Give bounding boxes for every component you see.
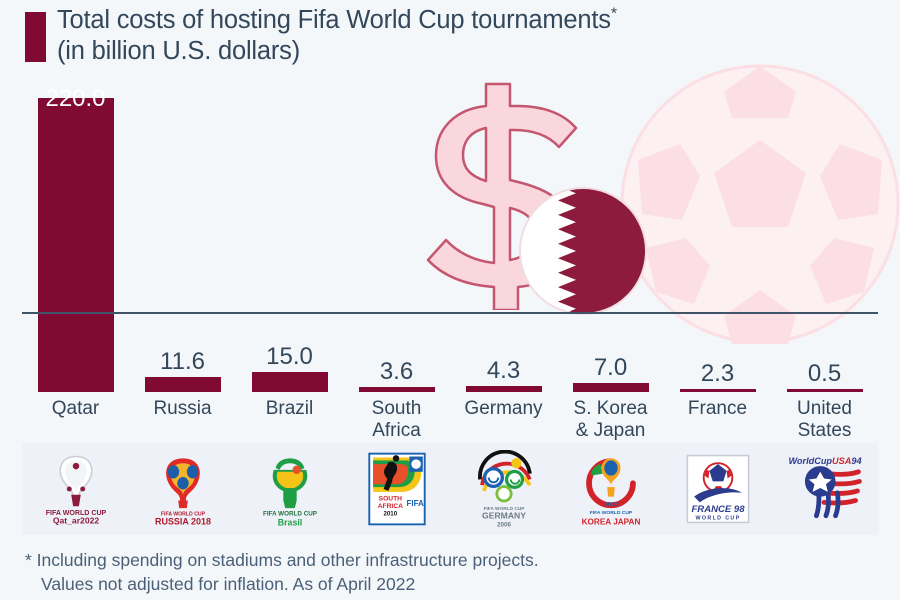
bar-rect bbox=[37, 98, 114, 392]
svg-text:Brasil: Brasil bbox=[277, 517, 301, 527]
category-label-line: United bbox=[797, 398, 852, 419]
category-label-line: Germany bbox=[464, 398, 543, 419]
bar-rect bbox=[358, 387, 435, 392]
bar-rect bbox=[572, 382, 649, 392]
bar-value-label: 15.0 bbox=[266, 342, 313, 370]
bar-value-label: 220.0 bbox=[45, 85, 106, 112]
bar-rect bbox=[251, 371, 328, 392]
svg-text:FRANCE 98: FRANCE 98 bbox=[691, 504, 745, 515]
x-axis-line bbox=[22, 312, 878, 314]
bar-column: 0.5 bbox=[771, 80, 878, 392]
logo-south-africa-2010-icon: SOUTH AFRICA 2010 FIFA bbox=[343, 443, 450, 535]
page-title: Total costs of hosting Fifa World Cup to… bbox=[57, 5, 857, 67]
svg-text:FIFA WORLD CUP: FIFA WORLD CUP bbox=[160, 512, 205, 518]
svg-text:FIFA WORLD CUP: FIFA WORLD CUP bbox=[589, 510, 632, 516]
title-main-text: Total costs of hosting Fifa World Cup to… bbox=[57, 6, 611, 34]
category-label: France bbox=[664, 398, 771, 442]
title-asterisk: * bbox=[610, 5, 617, 23]
category-label: Germany bbox=[450, 398, 557, 442]
category-label-line: South bbox=[371, 398, 422, 419]
category-label-line: Qatar bbox=[51, 398, 100, 419]
svg-text:WorldCupUSA94: WorldCupUSA94 bbox=[788, 456, 861, 466]
category-label-line: Russia bbox=[153, 398, 212, 419]
svg-text:FIFA WORLD CUP: FIFA WORLD CUP bbox=[45, 510, 106, 517]
logo-korea-japan-2002-icon: 2002 FIFA WORLD CUP KOREA JAPAN bbox=[557, 443, 664, 535]
category-label-line: France bbox=[687, 398, 748, 419]
svg-text:KOREA JAPAN: KOREA JAPAN bbox=[581, 517, 640, 526]
bar-column: 11.6 bbox=[129, 80, 236, 392]
header: Total costs of hosting Fifa World Cup to… bbox=[0, 0, 900, 80]
logo-france-1998-icon: FRANCE 98 WORLD CUP bbox=[664, 443, 771, 535]
category-label-line: States bbox=[797, 420, 852, 441]
bar-column: 7.0 bbox=[557, 80, 664, 392]
title-accent-bar bbox=[25, 12, 46, 62]
svg-text:GERMANY: GERMANY bbox=[482, 511, 526, 521]
svg-text:FIFA WORLD CUP: FIFA WORLD CUP bbox=[483, 506, 525, 512]
logo-germany-2006-icon: FIFA WORLD CUP GERMANY 2006 bbox=[450, 443, 557, 535]
footnote: * Including spending on stadiums and oth… bbox=[25, 548, 875, 596]
svg-text:FIFA: FIFA bbox=[406, 499, 424, 508]
category-label: South Africa bbox=[343, 398, 450, 442]
svg-text:2010: 2010 bbox=[383, 511, 397, 518]
category-label: Brazil bbox=[236, 398, 343, 442]
footnote-line-2: Values not adjusted for inflation. As of… bbox=[41, 574, 416, 594]
bar-rect bbox=[679, 388, 756, 392]
logo-qatar-2022-icon: FIFA WORLD CUP Qat_ar2022 bbox=[22, 443, 129, 535]
svg-text:2006: 2006 bbox=[496, 521, 511, 528]
bar-value-label: 0.5 bbox=[807, 360, 842, 387]
x-axis-tick-labels: Qatar Russia Brazil South Africa Germany S. Ko… bbox=[22, 398, 878, 442]
svg-text:AFRICA: AFRICA bbox=[377, 503, 402, 510]
category-label: Qatar bbox=[22, 398, 129, 442]
bar-column: 4.3 bbox=[450, 80, 557, 392]
bar-value-label: 7.0 bbox=[593, 353, 628, 381]
title-line-1: Total costs of hosting Fifa World Cup to… bbox=[57, 5, 857, 36]
bar-value-label: 2.3 bbox=[700, 359, 735, 387]
bar-value-label: 3.6 bbox=[379, 358, 414, 386]
category-label-line: & Japan bbox=[575, 420, 646, 441]
bar-column: 220.0 bbox=[22, 80, 129, 392]
bar-value-label: 4.3 bbox=[486, 357, 521, 385]
bar-column: 2.3 bbox=[664, 80, 771, 392]
category-label: S. Korea & Japan bbox=[557, 398, 664, 442]
svg-text:SOUTH: SOUTH bbox=[378, 495, 402, 502]
title-line-2: (in billion U.S. dollars) bbox=[57, 37, 301, 65]
bar-rect bbox=[144, 376, 221, 392]
svg-text:FIFA WORLD CUP: FIFA WORLD CUP bbox=[263, 511, 317, 518]
logo-russia-2018-icon: FIFA WORLD CUP RUSSIA 2018 bbox=[129, 443, 236, 535]
bar-column: 3.6 bbox=[343, 80, 450, 392]
svg-text:2002: 2002 bbox=[604, 502, 617, 508]
svg-text:RUSSIA 2018: RUSSIA 2018 bbox=[155, 516, 211, 526]
logo-usa-1994-icon: WorldCupUSA94 bbox=[771, 443, 878, 535]
footnote-line-1: * Including spending on stadiums and oth… bbox=[25, 550, 539, 570]
svg-text:WORLD CUP: WORLD CUP bbox=[695, 516, 740, 522]
category-label: Russia bbox=[129, 398, 236, 442]
chart-plot-area: 220.0 11.6 15.0 3.6 4.3 7.0 2.3 0.5 bbox=[22, 80, 878, 392]
bar-rect bbox=[786, 389, 863, 392]
category-label-line: S. Korea bbox=[573, 398, 648, 419]
svg-text:Qat_ar2022: Qat_ar2022 bbox=[52, 515, 99, 525]
tournament-logo-strip: FIFA WORLD CUP Qat_ar2022 FIFA WORLD CUP… bbox=[22, 443, 878, 535]
bar-value-label: 11.6 bbox=[160, 347, 205, 375]
bar-column: 15.0 bbox=[236, 80, 343, 392]
category-label: United States bbox=[771, 398, 878, 442]
logo-brazil-2014-icon: FIFA WORLD CUP Brasil bbox=[236, 443, 343, 535]
bar-chart: 220.0 11.6 15.0 3.6 4.3 7.0 2.3 0.5 bbox=[0, 80, 900, 393]
category-label-line: Brazil bbox=[265, 398, 314, 419]
category-label-line: Africa bbox=[372, 420, 421, 441]
bar-rect bbox=[465, 386, 542, 392]
